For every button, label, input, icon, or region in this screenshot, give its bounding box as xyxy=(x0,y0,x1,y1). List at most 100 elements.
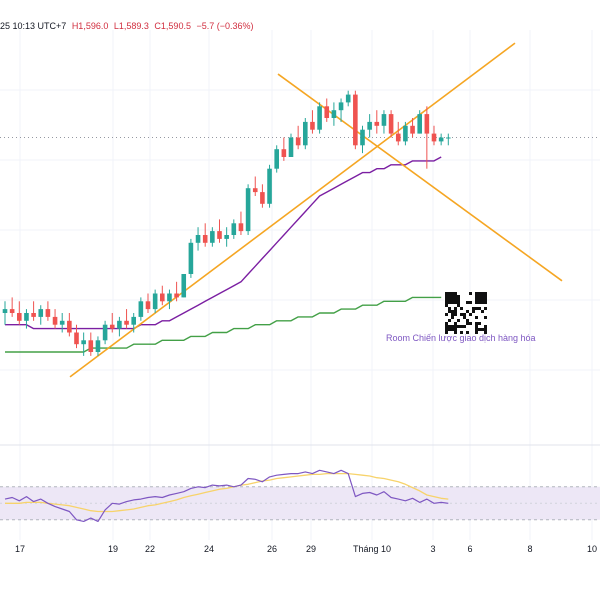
candle-body xyxy=(238,223,244,232)
candle-body xyxy=(360,129,365,146)
candle-body xyxy=(331,110,337,118)
qr-cell xyxy=(454,292,457,295)
qr-cell xyxy=(445,292,448,295)
qr-cell xyxy=(445,328,448,331)
ohlc-header: 25 10:13 UTC+7 H1,596.0 L1,589.3 C1,590.… xyxy=(0,21,257,31)
candle-54 xyxy=(388,110,394,138)
x-tick-label-5: 29 xyxy=(306,544,316,554)
qr-cell xyxy=(469,313,472,316)
qr-cell xyxy=(457,295,460,298)
qr-cell xyxy=(445,304,448,307)
candle-24 xyxy=(174,281,179,302)
qr-cell xyxy=(445,295,448,298)
qr-cell xyxy=(448,328,451,331)
candle-1 xyxy=(9,297,15,317)
candle-58 xyxy=(417,110,422,134)
candle-35 xyxy=(252,176,258,196)
qr-cell xyxy=(454,313,457,316)
candle-40 xyxy=(288,133,294,157)
qr-cell xyxy=(469,301,472,304)
qr-cell xyxy=(460,331,463,334)
candle-21 xyxy=(152,289,158,313)
candle-45 xyxy=(324,98,330,122)
candle-body xyxy=(395,133,401,142)
candle-body xyxy=(403,125,408,142)
candle-36 xyxy=(260,184,265,208)
candle-59 xyxy=(424,106,430,169)
qr-cell xyxy=(475,292,478,295)
qr-cell xyxy=(445,298,448,301)
candle-27 xyxy=(195,227,201,251)
qr-cell xyxy=(475,328,478,331)
candle-body xyxy=(124,320,129,325)
ma-slow-line xyxy=(5,296,442,353)
qr-cell xyxy=(469,322,472,325)
candle-body xyxy=(252,188,258,193)
candle-57 xyxy=(410,118,415,138)
qr-cell xyxy=(457,325,460,328)
candle-body xyxy=(374,121,380,126)
qr-cell xyxy=(454,325,457,328)
candle-body xyxy=(59,320,65,325)
candle-body xyxy=(95,340,101,352)
candle-body xyxy=(388,114,394,134)
qr-cell xyxy=(478,295,481,298)
x-tick-label-7: 3 xyxy=(430,544,435,554)
candle-3 xyxy=(24,309,29,329)
qr-cell xyxy=(466,331,469,334)
candle-25 xyxy=(181,274,187,298)
candle-body xyxy=(381,114,387,126)
candle-body xyxy=(367,121,372,130)
candle-29 xyxy=(210,227,215,247)
candle-9 xyxy=(67,313,72,337)
candle-23 xyxy=(167,289,172,310)
candle-body xyxy=(145,301,151,310)
candle-56 xyxy=(403,121,408,146)
qr-cell xyxy=(448,301,451,304)
candle-body xyxy=(38,309,44,317)
candle-28 xyxy=(202,223,208,247)
qr-cell xyxy=(451,292,454,295)
candle-body xyxy=(67,320,72,333)
candle-body xyxy=(210,231,215,243)
qr-cell xyxy=(451,301,454,304)
candle-body xyxy=(345,94,351,103)
qr-cell xyxy=(460,307,463,310)
qr-cell xyxy=(481,301,484,304)
qr-cell xyxy=(484,295,487,298)
candle-33 xyxy=(238,211,244,235)
candle-11 xyxy=(81,332,86,356)
qr-cell xyxy=(454,301,457,304)
candle-51 xyxy=(367,114,372,138)
candle-body xyxy=(160,293,165,302)
qr-cell xyxy=(457,301,460,304)
candle-body xyxy=(438,137,444,142)
candle-body xyxy=(138,301,144,317)
candle-16 xyxy=(117,316,122,337)
candle-20 xyxy=(145,293,151,313)
candle-13 xyxy=(95,336,101,356)
rsi-line xyxy=(4,469,449,523)
candle-14 xyxy=(102,320,108,345)
qr-cell xyxy=(475,301,478,304)
candle-53 xyxy=(381,110,387,134)
candle-body xyxy=(102,324,108,341)
qr-cell xyxy=(478,292,481,295)
candle-body xyxy=(260,192,265,204)
qr-cell xyxy=(475,325,478,328)
qr-cell xyxy=(448,307,451,310)
candle-body xyxy=(17,313,22,321)
qr-cell xyxy=(451,316,454,319)
qr-cell xyxy=(457,298,460,301)
qr-cell xyxy=(460,325,463,328)
qr-cell xyxy=(475,295,478,298)
candle-62 xyxy=(446,133,451,146)
candle-7 xyxy=(52,309,58,329)
candle-5 xyxy=(38,305,44,325)
candle-4 xyxy=(31,301,36,321)
candle-30 xyxy=(217,219,222,243)
candle-body xyxy=(231,223,237,235)
qr-cell xyxy=(448,295,451,298)
candle-body xyxy=(188,242,194,274)
